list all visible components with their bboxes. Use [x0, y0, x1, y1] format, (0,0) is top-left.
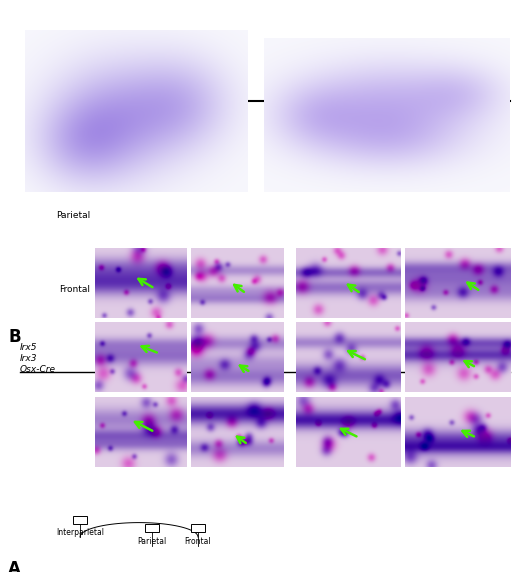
Text: +: + [453, 96, 460, 105]
Bar [191, 524, 205, 532]
Text: 10μm: 10μm [485, 107, 505, 113]
Text: 100μm: 100μm [477, 370, 502, 376]
Bar [145, 524, 159, 532]
Text: B: B [8, 328, 21, 346]
Text: +: + [456, 365, 464, 374]
Text: Osx-Cre: Osx-Cre [20, 365, 56, 374]
Text: -: - [348, 96, 351, 105]
Bar [492, 377, 504, 380]
Bar [73, 516, 87, 524]
Text: Parietal: Parietal [137, 537, 166, 546]
Text: A: A [8, 560, 21, 572]
Bar [495, 109, 504, 112]
Text: Irx3: Irx3 [20, 354, 37, 363]
Text: Irx3: Irx3 [95, 82, 111, 91]
Text: -/-: -/- [398, 69, 408, 78]
Text: Parietal: Parietal [56, 210, 90, 220]
Text: Irx5: Irx5 [296, 69, 313, 78]
Text: Osx-Cre: Osx-Cre [95, 96, 128, 105]
Text: -/-: -/- [255, 343, 265, 352]
Text: -: - [140, 96, 144, 105]
Text: Irx5: Irx5 [20, 343, 37, 352]
Text: +/+: +/+ [228, 69, 244, 78]
Text: flox/flox: flox/flox [386, 82, 420, 91]
Text: flox/flox: flox/flox [242, 354, 278, 363]
Text: +/+: +/+ [228, 82, 244, 91]
Text: Osx-Cre: Osx-Cre [296, 96, 330, 105]
Text: Frontal: Frontal [59, 284, 90, 293]
Text: Interparietal: Interparietal [34, 136, 90, 145]
Text: Irx3: Irx3 [296, 82, 313, 91]
Text: Irx5: Irx5 [95, 69, 111, 78]
Text: Frontal: Frontal [185, 537, 211, 546]
Text: Interparietal: Interparietal [56, 528, 104, 537]
Text: -: - [116, 365, 120, 374]
Text: +: + [232, 96, 239, 105]
